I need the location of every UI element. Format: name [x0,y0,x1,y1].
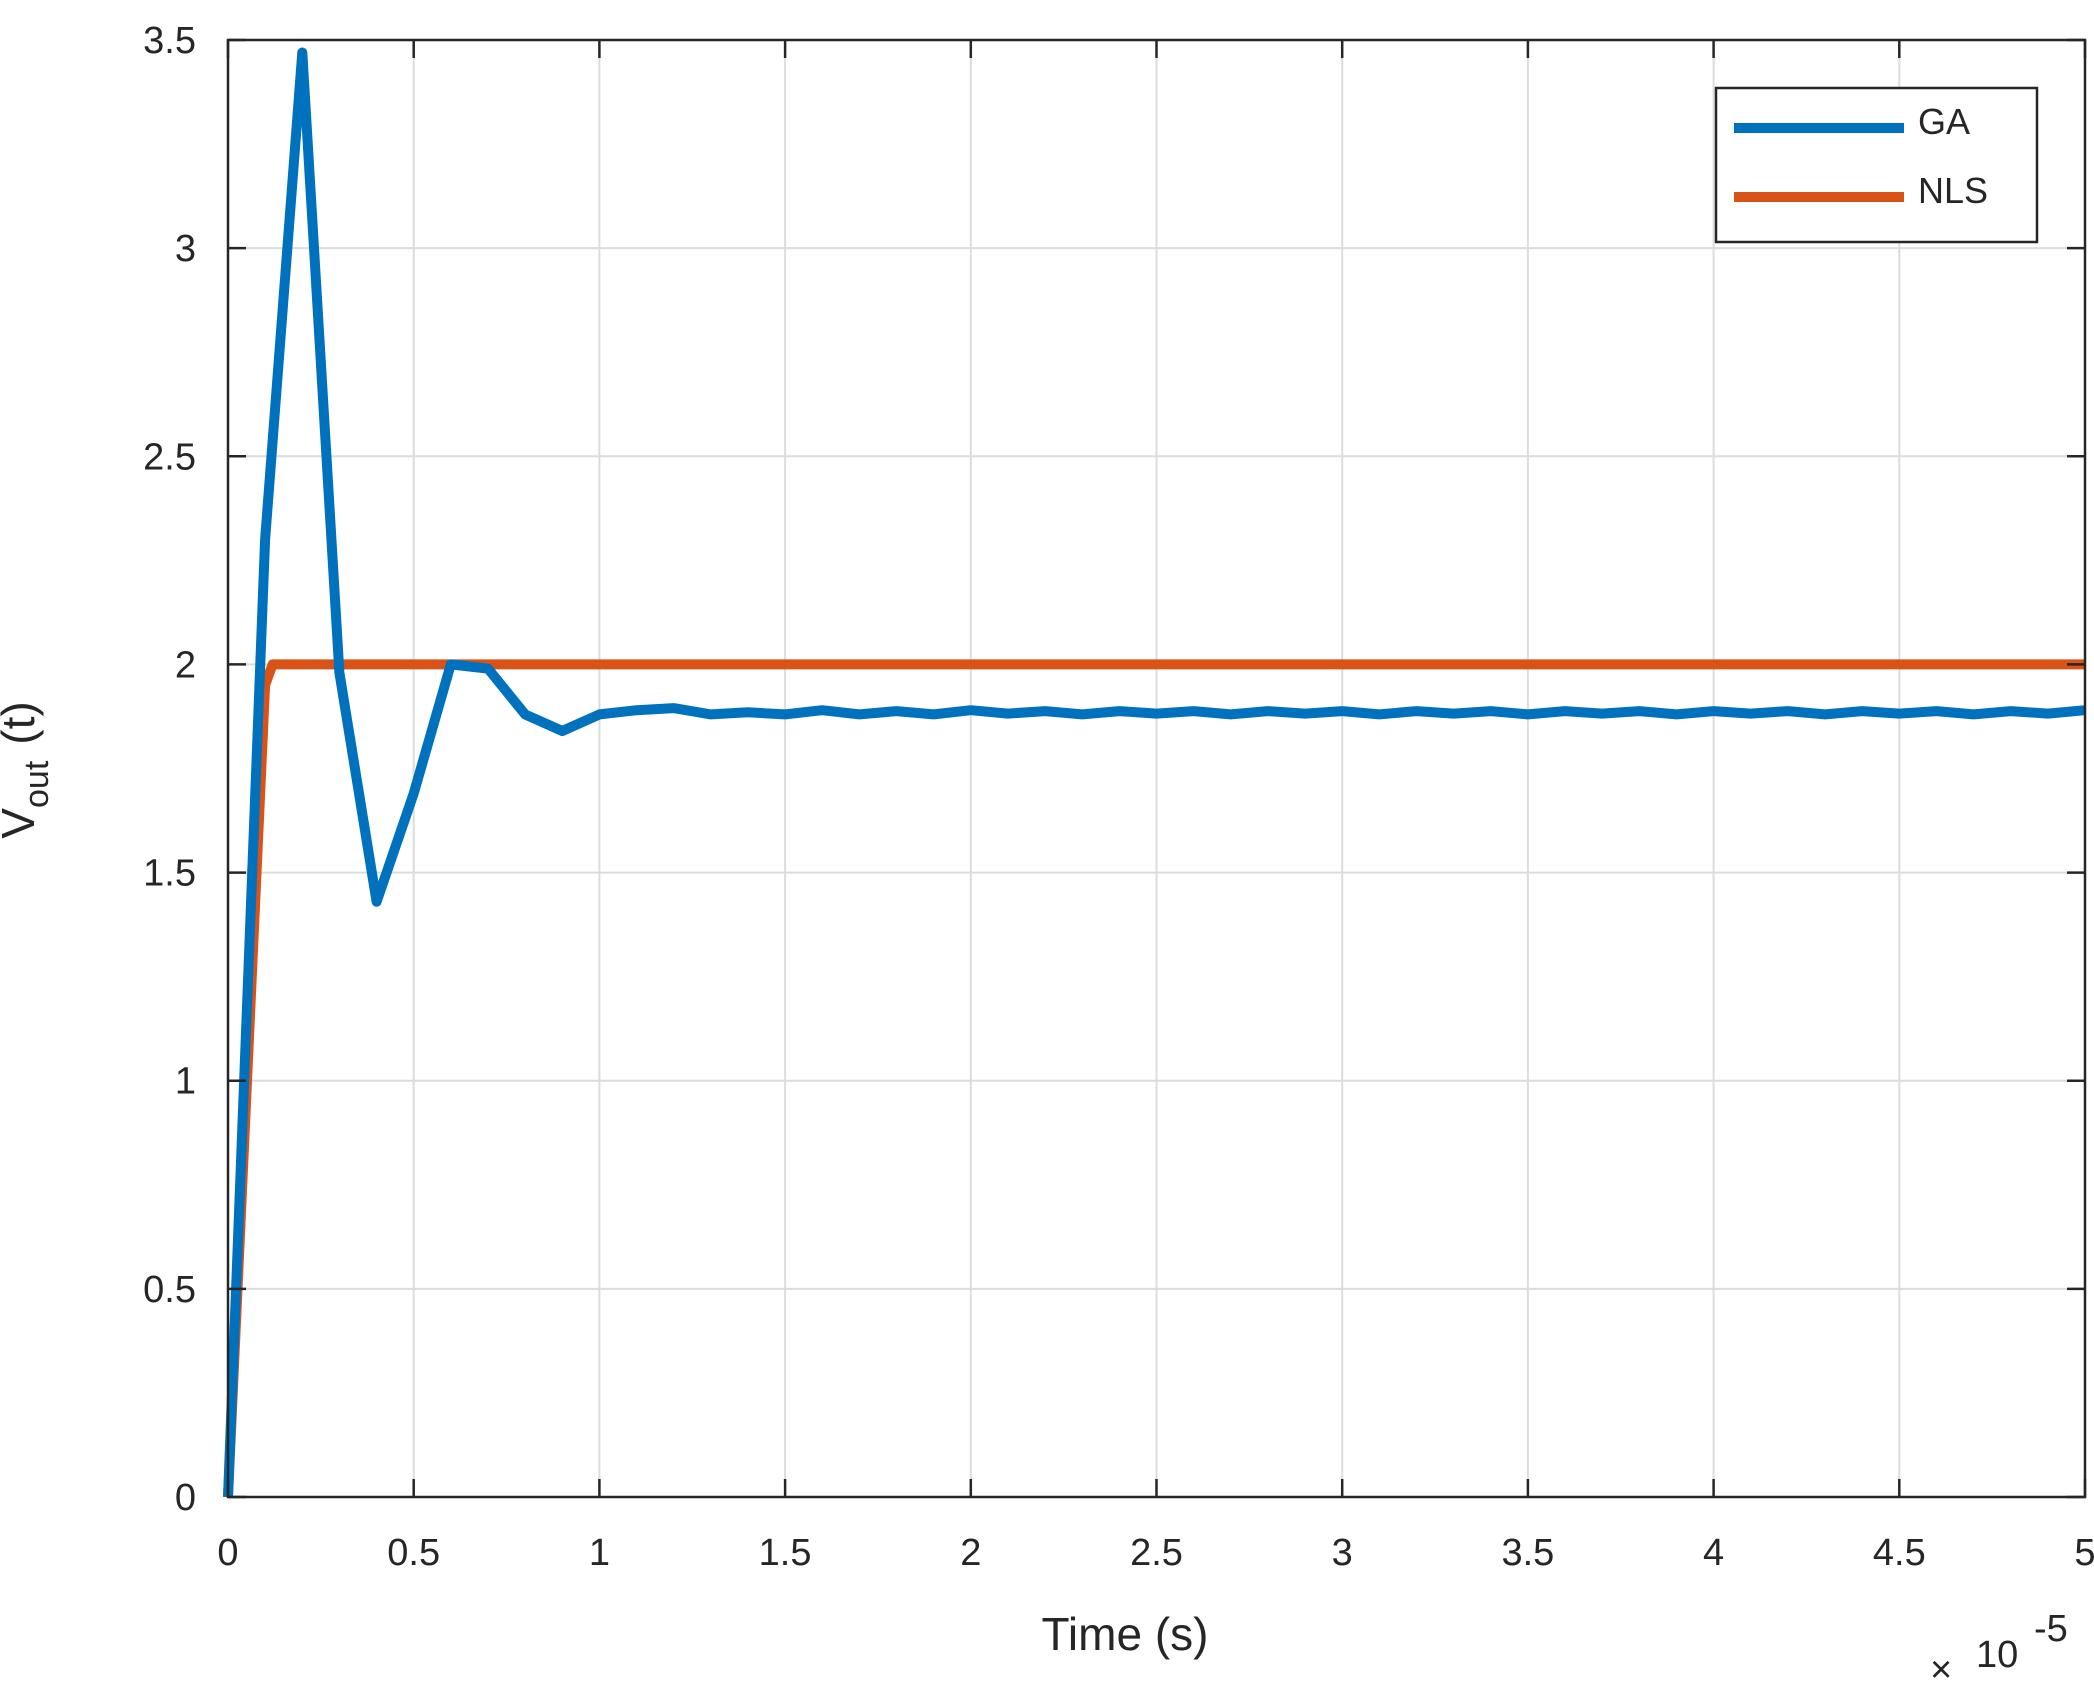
x-tick-label: 3 [1332,1532,1353,1574]
y-tick-labels: 0 0.5 1 1.5 2 2.5 3 3.5 [143,20,196,1519]
y-axis-label-subscript: out [18,760,56,808]
y-tick-label: 1 [175,1061,196,1103]
x-tick-label: 5 [2074,1532,2094,1574]
y-tick-label: 2.5 [143,436,196,478]
y-tick-label: 3.5 [143,20,196,62]
exponent-base: 10 [1976,1634,2018,1676]
x-tick-label: 1.5 [759,1532,812,1574]
x-tick-label: 0 [217,1532,238,1574]
x-axis-exponent: × 10 -5 [1930,1608,2068,1686]
exponent-times-sign: × [1930,1649,1952,1686]
legend-label-ga: GA [1918,101,1970,142]
legend-label-nls: NLS [1918,170,1988,211]
y-axis-label: Vout (t) [0,701,56,838]
x-tick-label: 4 [1703,1532,1724,1574]
x-tick-labels: 0 0.5 1 1.5 2 2.5 3 3.5 4 4.5 5 [217,1532,2094,1574]
series-line-ga [223,47,2086,1498]
x-tick-label: 2.5 [1130,1532,1183,1574]
y-tick-label: 2 [175,644,196,686]
x-tick-label: 0.5 [387,1532,440,1574]
legend-box [1714,86,2039,244]
y-axis-label-suffix: (t) [0,701,44,744]
exponent-power: -5 [2034,1608,2068,1650]
x-tick-label: 2 [960,1532,981,1574]
y-tick-label: 0 [175,1477,196,1519]
y-tick-label: 0.5 [143,1269,196,1311]
y-tick-label: 1.5 [143,853,196,895]
axis-ticks [226,38,2087,1499]
x-tick-label: 4.5 [1873,1532,1926,1574]
data-series [223,47,2086,1498]
x-tick-label: 3.5 [1501,1532,1554,1574]
x-tick-label: 1 [589,1532,610,1574]
legend: GA NLS [1714,86,2039,244]
y-axis-label-main: V [0,808,44,839]
x-axis-label: Time (s) [1042,1608,1209,1660]
y-tick-label: 3 [175,228,196,270]
